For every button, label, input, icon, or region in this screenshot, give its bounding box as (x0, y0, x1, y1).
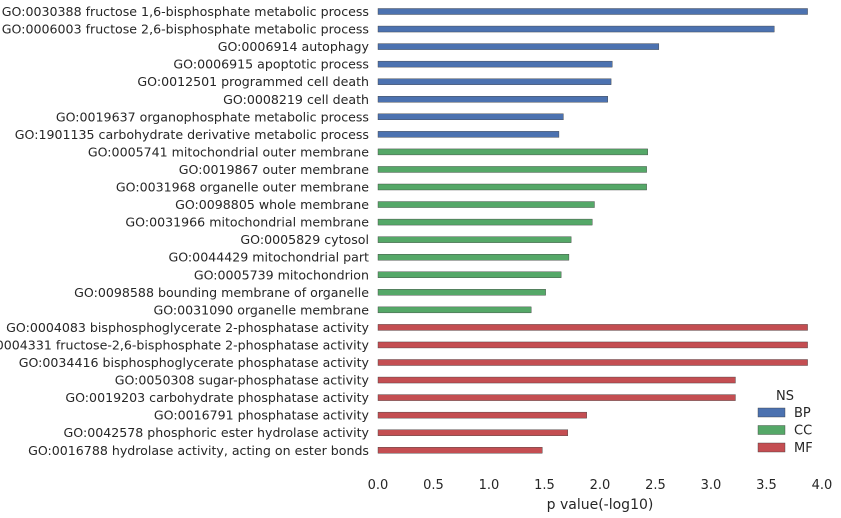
legend-label-bp: BP (794, 406, 811, 421)
category-label: GO:0031966 mitochondrial membrane (125, 215, 369, 230)
category-label: GO:0016788 hydrolase activity, acting on… (28, 443, 369, 458)
bar-mf (377, 341, 808, 349)
category-label: GO:0019203 carbohydrate phosphatase acti… (65, 390, 369, 405)
category-label: GO:0005741 mitochondrial outer membrane (88, 144, 369, 159)
category-label: GO:0030388 fructose 1,6-bisphosphate met… (2, 4, 369, 19)
category-label: GO:1901135 carbohydrate derivative metab… (15, 127, 369, 142)
x-tick-label: 3.5 (756, 478, 777, 493)
bar-bp (377, 25, 775, 33)
bar-bp (377, 131, 560, 138)
bar-cc (377, 183, 647, 191)
bar-cc (377, 289, 546, 296)
category-label: GO:0006915 apoptotic process (173, 57, 369, 72)
category-label: GO:0098805 whole membrane (175, 197, 369, 212)
bar-cc (377, 218, 593, 226)
category-labels: GO:0030388 fructose 1,6-bisphosphate met… (0, 4, 370, 458)
category-label: GO:0004083 bisphosphoglycerate 2-phospha… (6, 320, 369, 335)
x-tick-label: 3.0 (701, 478, 722, 493)
category-label: GO:0006914 autophagy (218, 39, 370, 54)
bar-cc (377, 166, 647, 173)
x-axis-title: p value(-log10) (547, 497, 654, 513)
bar-bp (377, 8, 808, 15)
category-label: GO:0031090 organelle membrane (153, 302, 369, 317)
x-tick-label: 2.0 (590, 478, 611, 493)
legend-swatch-mf (757, 442, 786, 453)
bar-mf (377, 394, 736, 401)
bar-bp (377, 43, 660, 50)
bar-cc (377, 201, 595, 208)
legend-label-cc: CC (794, 424, 812, 439)
category-label: GO:0042578 phosphoric ester hydrolase ac… (64, 425, 370, 440)
bar-mf (377, 411, 587, 419)
category-label: GO:0016791 phosphatase activity (154, 408, 370, 423)
bar-mf (377, 429, 569, 436)
legend-label-mf: MF (794, 441, 813, 456)
bar-cc (377, 306, 532, 314)
category-label: GO:0006003 fructose 2,6-bisphosphate met… (2, 22, 369, 37)
x-tick-label: 4.0 (812, 478, 833, 493)
category-label: GO:0019637 organophosphate metabolic pro… (56, 109, 369, 124)
legend-swatch-cc (757, 425, 786, 435)
category-label: GO:0004331 fructose-2,6-bisphosphate 2-p… (0, 337, 370, 352)
bar-cc (377, 236, 572, 243)
x-axis-ticks: 0.0 0.5 1.0 1.5 2.0 2.5 3.0 3.5 4.0 (368, 478, 833, 493)
bar-bp (377, 113, 564, 121)
bar-mf (377, 447, 543, 454)
bar-cc (377, 271, 562, 278)
bar-bp (377, 60, 613, 68)
category-label: GO:0098588 bounding membrane of organell… (74, 285, 369, 300)
bar-bp (377, 96, 608, 103)
bar-bp (377, 78, 612, 85)
legend: NS BP CC MF (757, 389, 813, 456)
x-tick-label: 0.5 (423, 478, 444, 493)
x-tick-label: 0.0 (368, 478, 389, 493)
category-label: GO:0008219 cell death (223, 92, 369, 107)
bar-mf (377, 359, 808, 366)
x-tick-label: 1.5 (534, 478, 555, 493)
bar-mf (377, 376, 736, 384)
category-label: GO:0019867 outer membrane (179, 162, 369, 177)
category-label: GO:0005739 mitochondrion (194, 267, 369, 282)
bar-cc (377, 253, 570, 261)
legend-title: NS (776, 389, 794, 404)
category-label: GO:0044429 mitochondrial part (168, 250, 369, 265)
category-label: GO:0050308 sugar-phosphatase activity (115, 373, 370, 388)
category-label: GO:0005829 cytosol (240, 232, 369, 247)
bar-cc (377, 148, 648, 156)
category-label: GO:0034416 bisphosphoglycerate phosphata… (19, 355, 370, 370)
x-tick-label: 2.5 (645, 478, 666, 493)
category-label: GO:0031968 organelle outer membrane (116, 180, 369, 195)
category-label: GO:0012501 programmed cell death (137, 74, 369, 89)
x-tick-label: 1.0 (479, 478, 500, 493)
bar-mf (377, 324, 808, 331)
bars-layer (377, 8, 808, 454)
legend-swatch-bp (757, 407, 786, 418)
